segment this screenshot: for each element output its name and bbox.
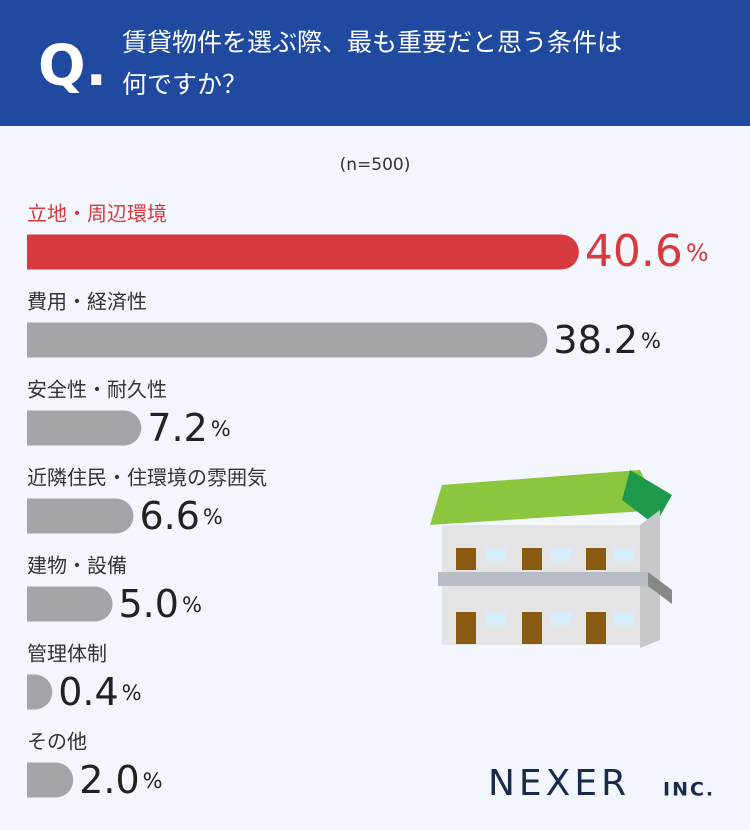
category-label: その他 bbox=[27, 730, 87, 754]
house-illustration bbox=[430, 470, 672, 648]
question-mark: Q. bbox=[38, 34, 107, 99]
header bbox=[0, 0, 750, 126]
bar bbox=[27, 762, 74, 798]
bar bbox=[27, 586, 113, 622]
category-label: 費用・経済性 bbox=[27, 290, 147, 314]
category-label: 安全性・耐久性 bbox=[27, 378, 167, 402]
subtitle: (n=500) bbox=[340, 155, 411, 175]
logo: INC. bbox=[663, 779, 715, 801]
category-label: 立地・周辺環境 bbox=[27, 202, 167, 226]
category-label: 建物・設備 bbox=[27, 554, 127, 578]
value-label: 6.6% bbox=[139, 494, 222, 538]
logo: NEXER bbox=[488, 763, 630, 804]
chart-title: 何ですか？ bbox=[122, 70, 247, 99]
value-label: 38.2% bbox=[553, 318, 661, 362]
chart-title: 賃貸物件を選ぶ際、最も重要だと思う条件は bbox=[122, 28, 622, 57]
value-label: 0.4% bbox=[58, 670, 141, 714]
category-label: 管理体制 bbox=[27, 642, 107, 666]
value-label: 5.0% bbox=[119, 582, 202, 626]
category-label: 近隣住民・住環境の雰囲気 bbox=[27, 466, 267, 490]
value-label: 40.6% bbox=[585, 226, 709, 277]
value-label: 7.2% bbox=[147, 406, 230, 450]
bar bbox=[27, 322, 548, 358]
bar bbox=[27, 498, 134, 534]
value-label: 2.0% bbox=[79, 758, 162, 802]
bar bbox=[27, 410, 142, 446]
bar bbox=[27, 674, 53, 710]
bar bbox=[27, 234, 579, 270]
